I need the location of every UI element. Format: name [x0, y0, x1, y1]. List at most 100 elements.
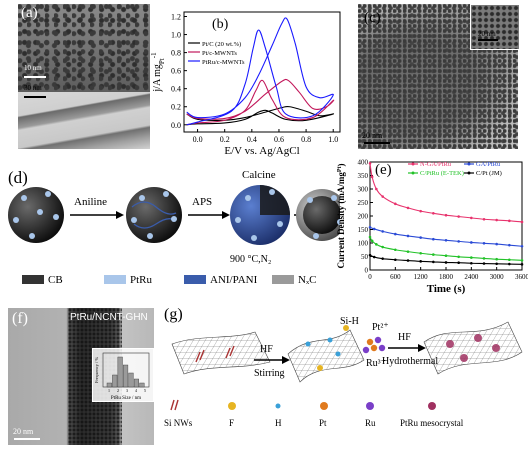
legend-label-e: GA/PtRu — [476, 161, 501, 168]
ca-point — [419, 251, 422, 255]
histogram-x-tick: 2 — [117, 388, 119, 393]
step-label-hydrothermal: Hydrothermal — [382, 356, 438, 367]
sphere-pani — [230, 185, 290, 245]
legend-label-pt: Pt — [319, 418, 327, 428]
x-tick-label-b: 0.6 — [274, 135, 284, 144]
graphene-sheet-2 — [287, 325, 365, 383]
y-axis-label-e: Current Density (mA/mgPt) — [336, 164, 346, 269]
ca-point — [444, 254, 448, 257]
y-tick-label-b: 0.2 — [171, 103, 181, 112]
legend-marker-e — [411, 171, 415, 175]
ca-point — [457, 240, 460, 243]
legend-label-nxc: NₓC — [298, 274, 316, 286]
scale-bar-c-inset — [478, 39, 498, 41]
ca-point — [470, 241, 473, 244]
synthesis-schematic-g: HF Stirring Si-H Pt²⁺ Ru³⁺ HF Hydrotherm… — [164, 316, 523, 428]
ca-point — [372, 227, 376, 231]
x-tick-label-e: 1200 — [414, 273, 429, 281]
ca-point — [508, 243, 511, 247]
step-label-sih: Si-H — [340, 316, 359, 327]
ca-point — [470, 261, 473, 265]
x-tick-label-b: 1.0 — [328, 135, 338, 144]
legend-label-cb: CB — [48, 274, 63, 286]
ca-point — [368, 162, 372, 165]
tem-inset-c — [470, 4, 520, 50]
ca-point — [375, 187, 378, 191]
ca-point — [419, 236, 422, 239]
x-tick-label-e: 600 — [390, 273, 401, 281]
legend-label-pani: ANI/PANI — [210, 274, 258, 286]
ca-point — [368, 235, 372, 239]
histogram-x-tick: 3 — [126, 388, 128, 393]
ca-point — [508, 262, 511, 266]
y-tick-label-e: 300 — [358, 186, 369, 194]
panel-a: (a) 10 nm 30 nm — [18, 4, 150, 149]
y-tick-label-b: 0.0 — [171, 121, 181, 130]
legend-label-h: H — [275, 418, 282, 428]
legend-label-b: PtRu/c-MWNTs — [202, 59, 245, 66]
legend-label-mesocrystal: PtRu mesocrystal — [400, 418, 464, 428]
panel-c: (c) 20 nm 20 nm — [358, 4, 520, 149]
ca-point — [381, 245, 384, 249]
ca-point — [495, 242, 498, 246]
legend-label-b: Pt/c-MWNTs — [202, 50, 237, 57]
scale-bar-c — [364, 142, 390, 144]
panel-label-e: (e) — [375, 162, 392, 178]
y-tick-label-b: 0.4 — [171, 85, 181, 94]
legend-label-ptru: PtRu — [130, 274, 153, 286]
ca-point — [457, 215, 460, 218]
step-label-pt-ion: Pt²⁺ — [372, 322, 389, 333]
plot-frame-b — [183, 11, 341, 133]
y-tick-label-e: 0 — [365, 267, 369, 275]
ca-point — [470, 256, 473, 259]
y-tick-label-e: 200 — [358, 213, 369, 221]
ca-point — [368, 253, 372, 257]
x-tick-label-b: 0.2 — [220, 135, 230, 144]
ca-point — [368, 226, 372, 229]
ca-point — [432, 212, 435, 215]
graphene-sheet-1 — [171, 331, 271, 375]
step-label-ru-ion: Ru³⁺ — [366, 358, 386, 369]
ca-point — [372, 255, 376, 259]
scale-label-a-bottom: 30 nm — [24, 84, 42, 92]
ca-point — [482, 241, 486, 245]
ca-point — [419, 209, 422, 213]
ca-point — [520, 258, 524, 262]
step-label-hf-1: HF — [260, 344, 273, 355]
legend-d: CB PtRu ANI/PANI NₓC — [22, 274, 316, 286]
scale-label-c: 20 nm — [362, 131, 383, 140]
ca-point — [482, 257, 486, 260]
scale-bar-a-top — [24, 76, 46, 78]
chronoamperometry-chart: 0 600 1200 1800 2400 3000 3600 0 50 100 150 200 250 3… — [336, 159, 530, 296]
ca-point — [508, 219, 511, 223]
ca-point — [482, 262, 486, 265]
ca-point — [495, 262, 498, 266]
histogram-bar — [123, 364, 129, 388]
x-tick-label-b: 0.4 — [247, 135, 257, 144]
ca-point — [370, 239, 374, 243]
y-axis-label-b: j/A mgPt-1 — [150, 52, 166, 93]
ca-point — [520, 263, 524, 266]
step-label-aniline: Aniline — [74, 196, 107, 208]
x-axis-label-e: Time (s) — [427, 283, 466, 295]
ca-point — [394, 258, 397, 262]
cv-series-0 — [186, 105, 335, 126]
ca-point — [432, 260, 435, 264]
ca-point — [482, 217, 486, 221]
panel-label-b: (b) — [212, 17, 229, 32]
scale-bar-a-bottom — [24, 96, 46, 98]
legend-label-ru: Ru — [365, 418, 376, 428]
tem-image-a-bottom — [18, 92, 150, 149]
histogram-x-tick: 5 — [144, 388, 146, 393]
ion-cluster — [362, 336, 386, 354]
ca-point — [432, 253, 435, 256]
ca-point — [457, 255, 460, 259]
legend-label-e: C/Pt (JM) — [476, 170, 502, 177]
ca-point — [444, 261, 448, 264]
tem-image-a-top — [18, 4, 150, 92]
histogram-bar — [133, 378, 139, 388]
sphere-aniline — [126, 187, 182, 243]
ca-point — [470, 216, 473, 220]
graphene-sheet-3 — [423, 321, 523, 375]
scale-label-a-top: 10 nm — [24, 64, 42, 72]
